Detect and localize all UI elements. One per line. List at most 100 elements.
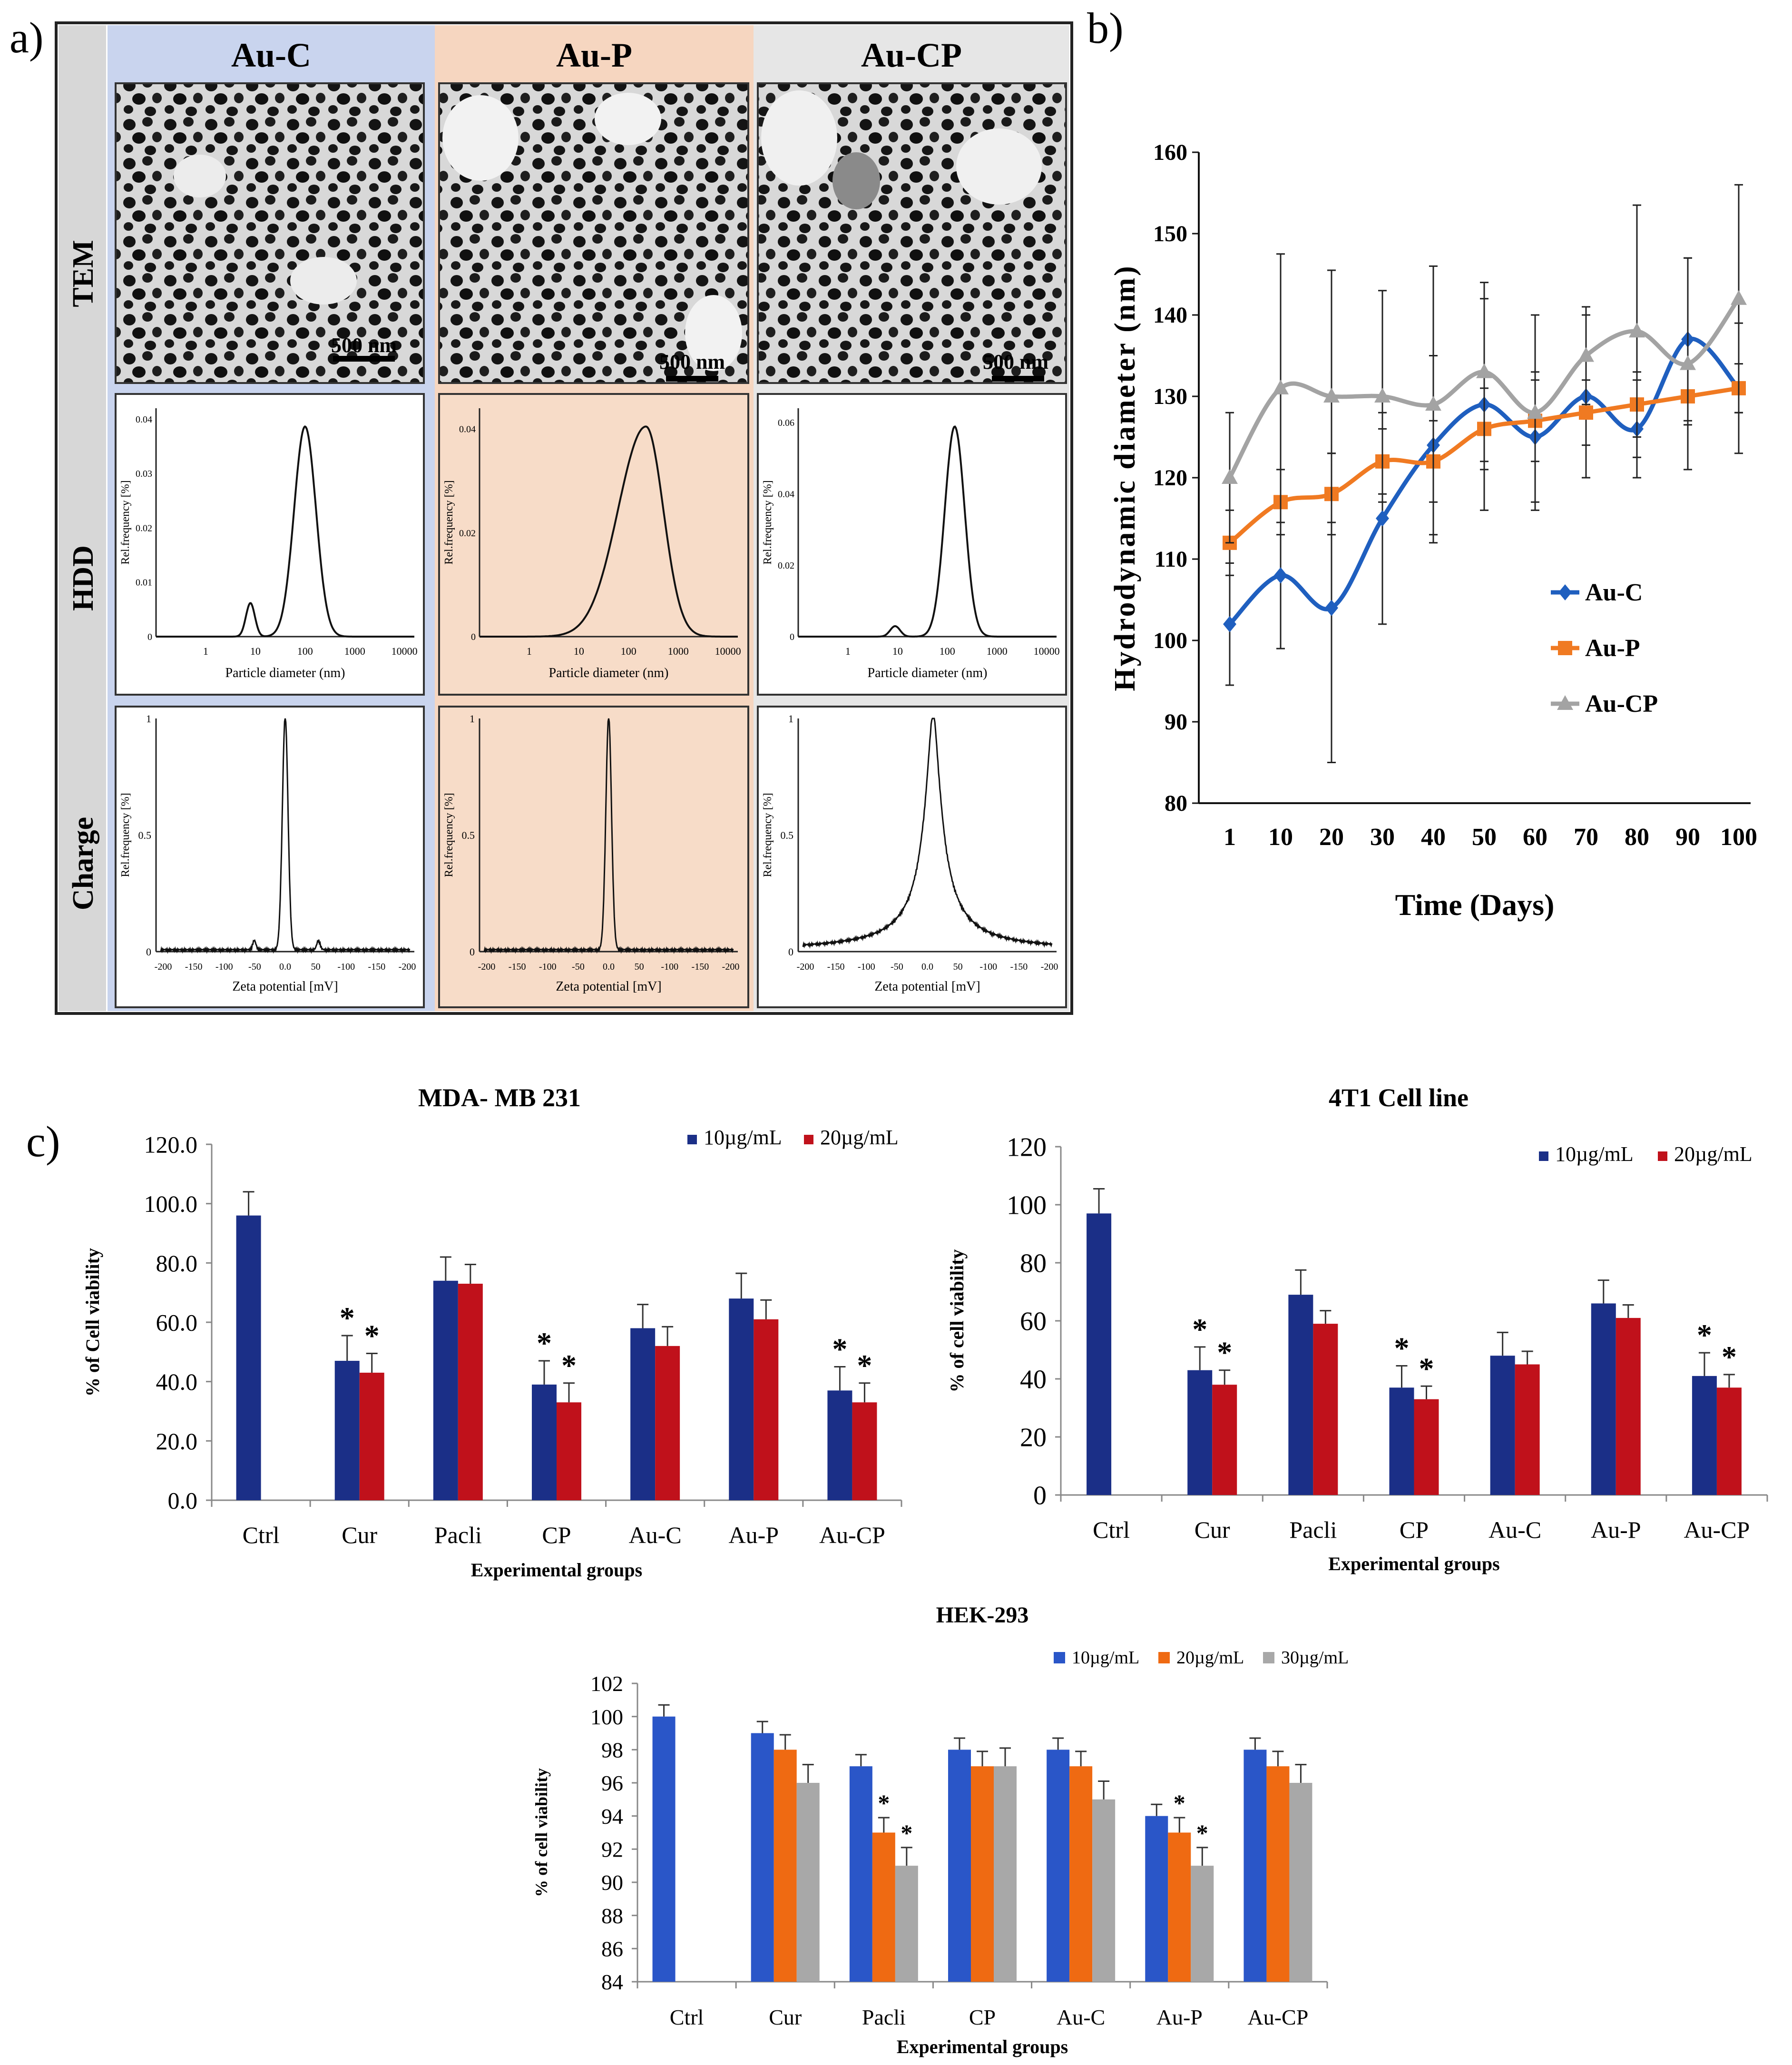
legend-label: Au-P [1585, 635, 1640, 662]
scale-bar-label: 500 nm [983, 350, 1048, 374]
charge-x-tick-label: 0.0 [603, 962, 615, 972]
hdd-y-axis-label: Rel.frequency [%] [119, 480, 132, 564]
tem-image-au-cp: 500 nm [757, 82, 1067, 384]
data-point [1376, 510, 1389, 527]
charge-x-tick-label: -100 [661, 962, 678, 972]
hdd-x-tick-label: 1 [527, 645, 532, 657]
chart-title: 4T1 Cell line [1329, 1083, 1469, 1112]
charge-x-tick-label: -50 [248, 962, 261, 972]
legend-marker [1557, 695, 1573, 710]
significance-marker: * [832, 1332, 847, 1366]
x-tick-label: Pacli [434, 1522, 482, 1548]
charge-plots: -200 -150 -100 -50 0.0 50 -100 -150 -20000.51Zet… [119, 713, 1058, 994]
bar-au-p-1 [1616, 1318, 1641, 1495]
row-label-hdd: HDD [67, 545, 99, 611]
y-tick-label: 120 [1153, 465, 1187, 491]
significance-marker: * [340, 1301, 355, 1335]
data-point [1579, 405, 1593, 420]
legend-swatch [804, 1135, 813, 1144]
x-tick-label: Au-P [1156, 2005, 1203, 2029]
bar-cur-1 [774, 1750, 797, 1982]
bar-au-c-0 [1490, 1356, 1515, 1495]
hdd-x-tick-label: 10000 [715, 645, 741, 657]
y-tick-label: 80.0 [156, 1250, 198, 1277]
y-tick-label: 0.0 [168, 1487, 198, 1514]
bar-au-p-2 [1191, 1866, 1214, 1982]
data-point [1578, 347, 1594, 362]
column-header-au-c: Au-C [231, 36, 311, 74]
significance-marker: * [1174, 1790, 1185, 1816]
x-axis-label: Experimental groups [897, 2036, 1068, 2057]
column-header-au-p: Au-P [556, 36, 632, 74]
charge-x-tick-label: 50 [635, 962, 644, 972]
charge-x-tick-label: -200 [797, 962, 814, 972]
hdd-x-tick-label: 1 [203, 645, 208, 657]
bar-pacli-0 [849, 1766, 872, 1982]
hdd-y-axis-label: Rel.frequency [%] [443, 480, 455, 564]
bar-pacli-0 [1288, 1295, 1313, 1495]
y-tick-label: 80 [1165, 791, 1187, 816]
charge-x-tick-label: -200 [722, 962, 740, 972]
bar-au-cp-1 [1266, 1766, 1290, 1982]
x-tick-label: Pacli [862, 2005, 906, 2029]
charge-x-tick-label: -200 [1041, 962, 1058, 972]
x-tick-label: Cur [1195, 1516, 1230, 1543]
chart-c-hek-293: 84 86 88 90 92 94 96 98 100 102 Ctrl Cur Pacli CP Au-C… [532, 1603, 1349, 2057]
charge-y-tick-label: 0 [788, 946, 793, 958]
chart-c-4t1: 0 20 40 60 80 100 120 Ctrl Cur Pacli CP Au-C Au-P Au-… [946, 1083, 1768, 1574]
charge-y-tick-label: 0.5 [138, 829, 152, 841]
hdd-x-axis-label: Particle diameter (nm) [868, 666, 988, 680]
x-tick-label: Au-C [629, 1522, 682, 1548]
zeta-potential-curve [483, 718, 734, 954]
data-point [1425, 396, 1441, 411]
hdd-y-tick-label: 0.04 [136, 414, 152, 425]
charge-x-tick-label: -50 [891, 962, 903, 972]
bar-au-cp-2 [1289, 1783, 1312, 1982]
x-tick-label: 1 [1224, 824, 1236, 851]
charge-y-tick-label: 0 [470, 946, 475, 958]
y-tick-label: 140 [1153, 303, 1187, 328]
data-point [1731, 290, 1747, 305]
chart-title: HEK-293 [936, 1603, 1029, 1628]
legend-marker [1558, 641, 1572, 655]
y-tick-label: 94 [601, 1804, 623, 1829]
charge-y-tick-label: 1 [146, 713, 151, 725]
x-tick-label: Cur [769, 2005, 802, 2029]
hdd-y-tick-label: 0 [790, 632, 794, 642]
charge-y-tick-label: 0.5 [781, 829, 794, 841]
x-tick-label: Au-P [1591, 1516, 1641, 1543]
hdd-distribution-curve [156, 425, 414, 638]
bar-au-p-0 [1591, 1303, 1616, 1495]
hdd-x-tick-label: 10000 [1034, 645, 1060, 657]
panel-label-a: a) [10, 13, 43, 62]
x-tick-label: 20 [1319, 824, 1344, 851]
legend-label: 30µg/mL [1281, 1648, 1349, 1668]
data-point [1680, 355, 1696, 370]
x-tick-label: CP [969, 2005, 996, 2029]
bar-cp-1 [971, 1766, 994, 1982]
y-tick-label: 40.0 [156, 1368, 198, 1395]
charge-y-axis-label: Rel.frequency [%] [119, 793, 132, 877]
x-axis-label: Experimental groups [1328, 1553, 1499, 1574]
charge-y-tick-label: 0.5 [462, 829, 475, 841]
charge-x-tick-label: -200 [399, 962, 416, 972]
y-tick-label: 100.0 [144, 1190, 198, 1217]
data-point [1374, 388, 1391, 403]
charge-x-tick-label: -100 [979, 962, 997, 972]
x-tick-label: 50 [1472, 824, 1497, 851]
y-tick-label: 0 [1033, 1481, 1047, 1511]
bar-ctrl-0 [236, 1215, 261, 1500]
significance-marker: * [561, 1348, 577, 1382]
bar-ctrl-0 [1087, 1213, 1112, 1495]
hdd-y-tick-label: 0 [147, 632, 152, 642]
x-tick-label: 90 [1675, 824, 1700, 851]
charge-x-tick-label: -200 [478, 962, 496, 972]
hdd-x-tick-label: 100 [621, 645, 637, 657]
bar-cp-0 [948, 1750, 971, 1982]
charge-x-tick-label: -150 [1010, 962, 1028, 972]
significance-marker: * [1419, 1351, 1434, 1385]
hdd-x-tick-label: 10 [250, 645, 261, 657]
bar-cur-1 [359, 1372, 384, 1500]
legend-swatch [1263, 1652, 1274, 1663]
y-tick-label: 150 [1153, 221, 1187, 246]
